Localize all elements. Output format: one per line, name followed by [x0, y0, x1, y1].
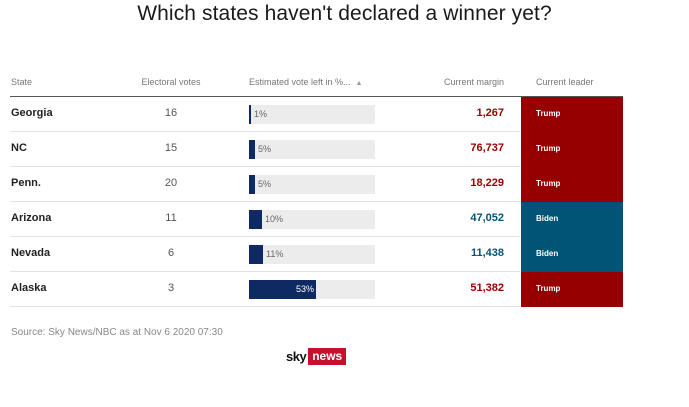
- vote-left-bar-fill: [249, 210, 262, 229]
- sort-ascending-icon[interactable]: ▲: [355, 80, 363, 87]
- current-leader-cell: Trump: [521, 97, 623, 132]
- current-leader-name: Biden: [536, 249, 559, 258]
- current-margin-value: 47,052: [470, 212, 504, 224]
- header-vote-left[interactable]: Estimated vote left in %... ▲: [249, 77, 362, 87]
- state-name: Penn.: [11, 177, 41, 189]
- vote-left-label: 10%: [265, 214, 284, 224]
- electoral-votes-value: 3: [167, 282, 175, 294]
- electoral-votes-value: 16: [164, 107, 178, 119]
- current-leader-name: Trump: [536, 144, 561, 153]
- current-margin-value: 1,267: [476, 107, 504, 119]
- table-row: Arizona 11 10% 47,052 Biden: [0, 202, 689, 237]
- electoral-votes-value: 15: [164, 142, 178, 154]
- table-row: Penn. 20 5% 18,229 Trump: [0, 167, 689, 202]
- header-state: State: [11, 77, 33, 87]
- current-leader-name: Trump: [536, 109, 561, 118]
- current-leader-name: Trump: [536, 284, 561, 293]
- vote-left-bar-fill: [249, 280, 316, 299]
- current-margin-value: 51,382: [470, 282, 504, 294]
- vote-left-bar-track: 1%: [249, 105, 375, 124]
- state-name: Nevada: [11, 247, 51, 259]
- header-electoral-votes: Electoral votes: [141, 77, 201, 87]
- vote-left-bar-fill: [249, 105, 251, 124]
- vote-left-label: 5%: [258, 144, 272, 154]
- current-leader-cell: Trump: [521, 272, 623, 307]
- vote-left-bar-fill: [249, 245, 263, 264]
- vote-left-bar-track: 5%: [249, 175, 375, 194]
- current-leader-cell: Biden: [521, 202, 623, 237]
- current-leader-cell: Trump: [521, 167, 623, 202]
- row-divider: [10, 271, 520, 272]
- current-margin-value: 76,737: [470, 142, 504, 154]
- row-divider: [10, 201, 520, 202]
- current-margin-value: 11,438: [470, 247, 504, 259]
- table-row: Georgia 16 1% 1,267 Trump: [0, 97, 689, 132]
- electoral-votes-value: 20: [164, 177, 178, 189]
- state-name: Georgia: [11, 107, 53, 119]
- vote-left-label: 11%: [266, 249, 284, 259]
- vote-left-label: 53%: [295, 284, 314, 294]
- row-divider: [10, 131, 520, 132]
- state-name: Arizona: [11, 212, 52, 224]
- logo-news-text: news: [308, 348, 347, 365]
- vote-left-bar-track: 11%: [249, 245, 375, 264]
- table-row: Nevada 6 11% 11,438 Biden: [0, 237, 689, 272]
- current-margin-value: 18,229: [470, 177, 504, 189]
- electoral-votes-value: 11: [165, 212, 177, 224]
- state-name: NC: [11, 142, 27, 154]
- row-divider: [10, 306, 520, 307]
- page-title: Which states haven't declared a winner y…: [137, 2, 552, 25]
- electoral-votes-value: 6: [167, 247, 175, 259]
- table-row: NC 15 5% 76,737 Trump: [0, 132, 689, 167]
- vote-left-bar-track: 5%: [249, 140, 375, 159]
- vote-left-bar-fill: [249, 140, 255, 159]
- row-divider: [10, 236, 520, 237]
- current-leader-name: Trump: [536, 179, 561, 188]
- header-current-leader: Current leader: [536, 77, 594, 87]
- header-divider: [10, 96, 623, 97]
- current-leader-cell: Biden: [521, 237, 623, 272]
- sky-news-logo: sky news: [286, 348, 347, 365]
- header-current-margin: Current margin: [443, 77, 504, 87]
- row-divider: [10, 166, 520, 167]
- table-row: Alaska 3 53% 51,382 Trump: [0, 272, 689, 307]
- current-leader-cell: Trump: [521, 132, 623, 167]
- vote-left-label: 5%: [258, 179, 272, 189]
- state-name: Alaska: [11, 282, 47, 294]
- header-vote-left-label: Estimated vote left in %...: [249, 77, 351, 87]
- vote-left-bar-fill: [249, 175, 255, 194]
- current-leader-name: Biden: [536, 214, 559, 223]
- source-note: Source: Sky News/NBC as at Nov 6 2020 07…: [11, 327, 223, 338]
- vote-left-label: 1%: [254, 109, 268, 119]
- vote-left-bar-track: 53%: [249, 280, 375, 299]
- logo-sky-text: sky: [286, 349, 307, 364]
- vote-left-bar-track: 10%: [249, 210, 375, 229]
